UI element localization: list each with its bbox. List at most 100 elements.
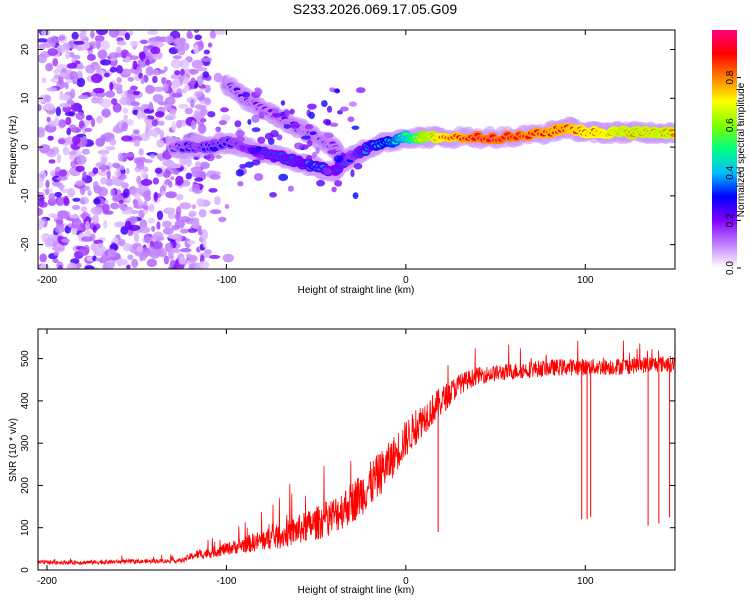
x-tick-label: 0 [403,576,409,587]
scatter-blob [247,119,252,125]
noise-blob [165,191,177,199]
noise-blob [97,242,104,248]
noise-blob [151,119,158,127]
noise-blob [156,221,161,230]
noise-blob [164,115,174,121]
noise-blob [167,234,178,239]
noise-blob [54,225,65,234]
noise-blob [122,68,133,75]
noise-blob [104,199,109,205]
colorbar-tick-label: 0.4 [725,165,736,179]
noise-blob [120,182,129,189]
scatter-blob [306,139,313,147]
scatter-blob [234,120,242,128]
noise-blob [57,138,66,145]
noise-blob [196,197,205,207]
noise-blob [128,30,134,36]
noise-blob [156,139,165,148]
noise-blob [191,219,200,229]
noise-blob [184,107,193,115]
noise-blob [209,173,221,180]
noise-blob [82,171,87,180]
noise-blob [86,54,96,61]
noise-blob [173,169,180,175]
scatter-blob [353,163,363,170]
noise-blob [220,114,231,122]
noise-blob [119,97,130,106]
noise-blob [128,224,141,231]
noise-blob [134,192,141,201]
spectrogram-plot-area [38,30,675,269]
scatter-blob [276,134,283,141]
noise-blob [191,183,201,193]
spectrogram-y-ticks: -20 -10 0 10 20 [20,44,675,252]
y-tick-label: 0 [20,567,31,573]
spectrogram-x-label: Height of straight line (km) [298,285,415,296]
noise-blob [156,236,165,241]
noise-blob [178,103,189,109]
noise-blob [53,243,65,253]
noise-blob [151,225,156,232]
noise-blob [46,116,51,123]
noise-blob [185,172,192,180]
noise-blob [124,32,131,41]
noise-blob [138,148,144,156]
noise-blob [138,51,146,60]
noise-blob [110,188,116,197]
noise-blob [66,63,78,69]
snr-line [38,338,675,566]
noise-blob [199,118,207,123]
noise-blob [109,81,114,91]
noise-blob [152,240,163,250]
colorbar-tick-label: 0.8 [725,70,736,84]
noise-blob [112,103,122,113]
noise-blob [59,93,71,101]
noise-blob [204,84,211,93]
noise-blob [69,88,76,99]
scatter-blob [293,142,304,150]
noise-blob [222,253,235,263]
x-tick-label: -100 [216,576,236,587]
scatter-blob [206,153,215,162]
scatter-blob [290,122,300,129]
noise-blob [59,182,64,192]
noise-blob [52,258,59,263]
noise-blob [163,104,172,111]
scatter-blob [280,100,286,106]
noise-blob [184,84,190,92]
noise-blob [71,204,81,211]
noise-blob [84,230,92,237]
noise-blob [72,135,81,145]
noise-blob [143,233,151,244]
scatter-blob [255,146,262,152]
colorbar-tick-label: 0.2 [725,213,736,227]
noise-blob [67,187,76,198]
noise-blob [194,177,204,182]
colorbar: 0.0 0.2 0.4 0.6 0.8 Normalized spectral ampl… [712,30,747,275]
noise-blob [162,227,174,235]
scatter-blob [352,192,359,199]
noise-blob [117,152,124,162]
noise-blob [136,156,147,163]
noise-blob [203,49,211,55]
noise-blob [123,114,128,120]
noise-blob [161,191,167,196]
noise-blob [92,225,97,233]
noise-blob [126,264,131,269]
noise-blob [122,243,132,252]
noise-blob [140,170,147,179]
scatter-blob [351,125,360,130]
noise-blob [132,90,140,96]
noise-blob [133,233,140,243]
noise-blob [188,210,197,217]
scatter-blob [319,136,324,143]
noise-blob [90,206,103,215]
noise-blob [108,30,120,38]
noise-blob [38,43,46,50]
noise-blob [175,175,184,186]
noise-blob [190,98,195,108]
noise-blob [136,246,144,253]
noise-blob [156,210,164,221]
scatter-blob [235,169,244,177]
